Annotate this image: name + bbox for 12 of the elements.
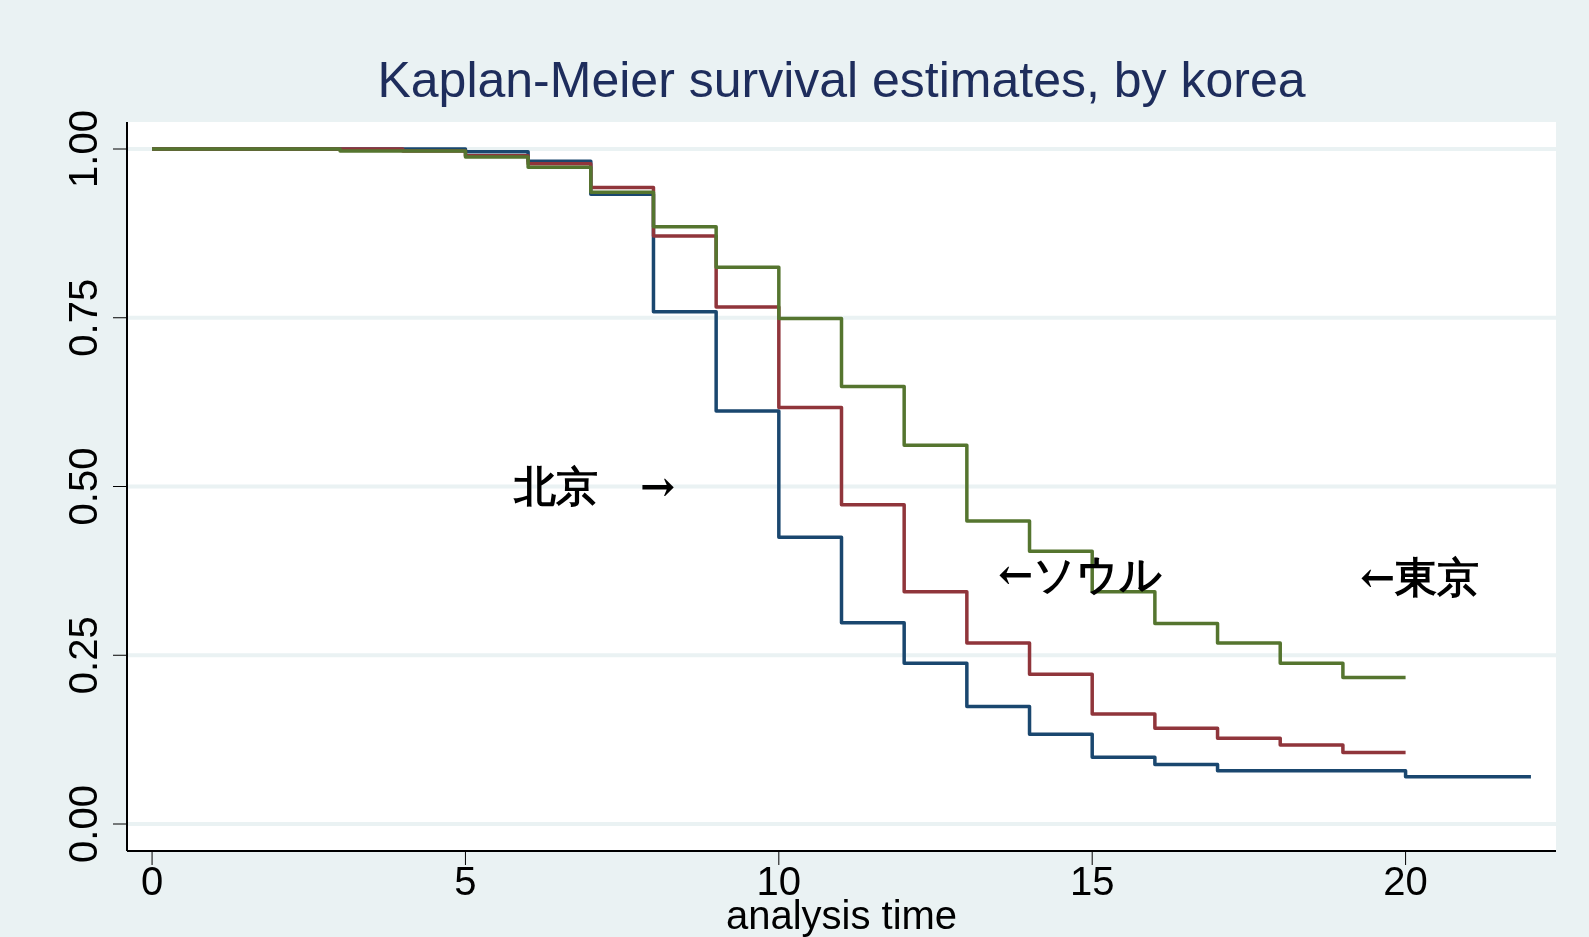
y-tick-label: 0.75 [61, 278, 105, 357]
x-tick-label: 0 [140, 859, 164, 904]
chart-title: Kaplan-Meier survival estimates, by korea [376, 51, 1307, 110]
x-tick-label: 15 [1069, 859, 1115, 904]
y-tick-label: 0.25 [61, 616, 105, 695]
x-tick-label: 20 [1383, 859, 1428, 904]
annotation: 北京 → [514, 462, 676, 512]
y-tick-label: 0.50 [61, 447, 105, 526]
x-tick-label: 5 [454, 859, 477, 904]
annotation: ←東京 [1360, 553, 1480, 603]
y-tick-label: 1.00 [61, 110, 105, 188]
y-tick-label: 0.00 [61, 785, 105, 863]
